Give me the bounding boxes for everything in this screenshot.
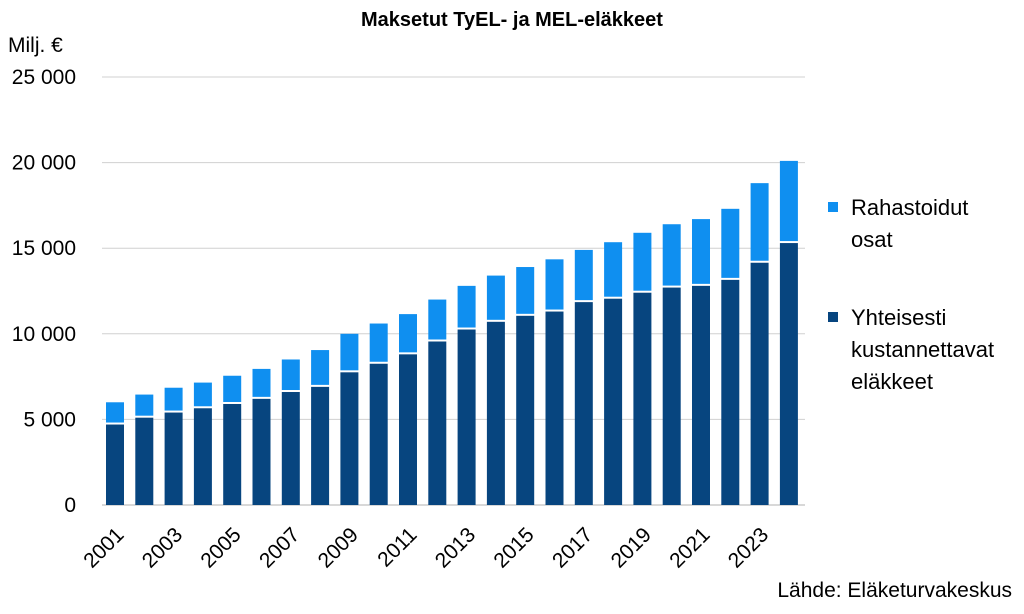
bar-rahastoidut-2009 <box>340 333 359 371</box>
y-axis-ticks: 0 5 000 10 000 15 000 20 000 25 000 <box>12 66 76 517</box>
bar-rahastoidut-2003 <box>164 387 183 411</box>
x-tick-label: 2017 <box>548 523 597 572</box>
bar-yhteisesti-2008 <box>311 386 330 505</box>
gridlines <box>102 76 805 506</box>
legend-swatch <box>828 312 838 322</box>
bar-rahastoidut-2004 <box>193 382 212 407</box>
bar-rahastoidut-2008 <box>311 350 330 385</box>
legend-swatch <box>828 202 838 212</box>
bar-rahastoidut-2007 <box>281 359 300 391</box>
x-tick-label: 2007 <box>255 523 304 572</box>
legend-label: Rahastoidut <box>851 195 968 220</box>
bar-yhteisesti-2018 <box>604 298 623 505</box>
bar-rahastoidut-2023 <box>750 183 769 261</box>
x-tick-label: 2011 <box>373 523 421 571</box>
source-note: Lähde: Eläketurvakeskus <box>777 579 1012 602</box>
bars <box>106 160 798 505</box>
x-axis-ticks: 2001 2003 2005 2007 2009 2011 2013 2015 2017 2019… <box>79 523 773 572</box>
x-tick-label: 2005 <box>196 523 245 572</box>
bar-yhteisesti-2002 <box>135 417 154 505</box>
bar-rahastoidut-2012 <box>428 299 447 340</box>
bar-yhteisesti-2014 <box>486 321 505 505</box>
legend-label: eläkkeet <box>851 369 933 394</box>
bar-rahastoidut-2022 <box>721 208 740 278</box>
bar-yhteisesti-2024 <box>779 243 798 505</box>
x-tick-label: 2001 <box>79 523 128 572</box>
bar-yhteisesti-2011 <box>399 354 417 505</box>
legend-label: kustannettavat <box>851 337 994 362</box>
x-tick-label: 2023 <box>724 523 773 572</box>
bar-rahastoidut-2016 <box>545 259 564 310</box>
bar-yhteisesti-2006 <box>252 398 271 505</box>
bar-yhteisesti-2016 <box>545 311 564 505</box>
y-tick-label: 15 000 <box>12 237 76 260</box>
bar-rahastoidut-2001 <box>106 402 124 423</box>
bar-rahastoidut-2006 <box>252 368 271 397</box>
bar-rahastoidut-2014 <box>486 275 505 320</box>
y-tick-label: 0 <box>64 494 76 517</box>
bar-rahastoidut-2015 <box>516 267 535 314</box>
bar-yhteisesti-2003 <box>164 412 183 505</box>
x-tick-label: 2009 <box>314 523 363 572</box>
bar-yhteisesti-2010 <box>369 363 388 505</box>
bar-yhteisesti-2013 <box>457 329 476 505</box>
legend-label: osat <box>851 227 893 252</box>
x-tick-label: 2015 <box>489 523 538 572</box>
bar-rahastoidut-2002 <box>135 394 154 416</box>
bar-yhteisesti-2001 <box>106 424 124 505</box>
bar-yhteisesti-2022 <box>721 279 740 505</box>
x-tick-label: 2003 <box>138 523 187 572</box>
bar-rahastoidut-2024 <box>779 160 798 242</box>
bar-rahastoidut-2021 <box>692 219 710 284</box>
bar-yhteisesti-2020 <box>662 287 681 505</box>
bar-yhteisesti-2017 <box>574 302 593 505</box>
bar-yhteisesti-2021 <box>692 285 710 505</box>
bar-yhteisesti-2023 <box>750 262 769 505</box>
bar-rahastoidut-2020 <box>662 224 681 286</box>
x-tick-label: 2013 <box>431 523 480 572</box>
bar-yhteisesti-2009 <box>340 372 359 505</box>
y-tick-label: 10 000 <box>12 323 76 346</box>
bar-rahastoidut-2005 <box>223 375 242 402</box>
bar-rahastoidut-2013 <box>457 285 476 328</box>
y-tick-label: 20 000 <box>12 152 76 175</box>
legend-label: Yhteisesti <box>851 305 946 330</box>
x-tick-label: 2021 <box>665 523 714 572</box>
x-tick-label: 2019 <box>607 523 656 572</box>
legend: Rahastoidut osat Yhteisesti kustannettavat e… <box>828 195 994 394</box>
bar-rahastoidut-2010 <box>369 323 388 362</box>
y-tick-label: 25 000 <box>12 66 76 89</box>
bar-rahastoidut-2018 <box>604 242 623 297</box>
bar-rahastoidut-2019 <box>633 232 652 291</box>
bar-rahastoidut-2017 <box>574 249 593 301</box>
bar-yhteisesti-2019 <box>633 292 652 505</box>
bar-rahastoidut-2011 <box>399 314 417 353</box>
y-tick-label: 5 000 <box>23 408 76 431</box>
bar-yhteisesti-2005 <box>223 403 242 505</box>
bar-yhteisesti-2015 <box>516 315 535 505</box>
bar-yhteisesti-2004 <box>193 408 212 505</box>
y-axis-label: Milj. € <box>8 34 63 57</box>
chart-title: Maksetut TyEL- ja MEL-eläkkeet <box>361 9 663 31</box>
bar-yhteisesti-2012 <box>428 341 447 505</box>
bar-yhteisesti-2007 <box>281 392 300 505</box>
